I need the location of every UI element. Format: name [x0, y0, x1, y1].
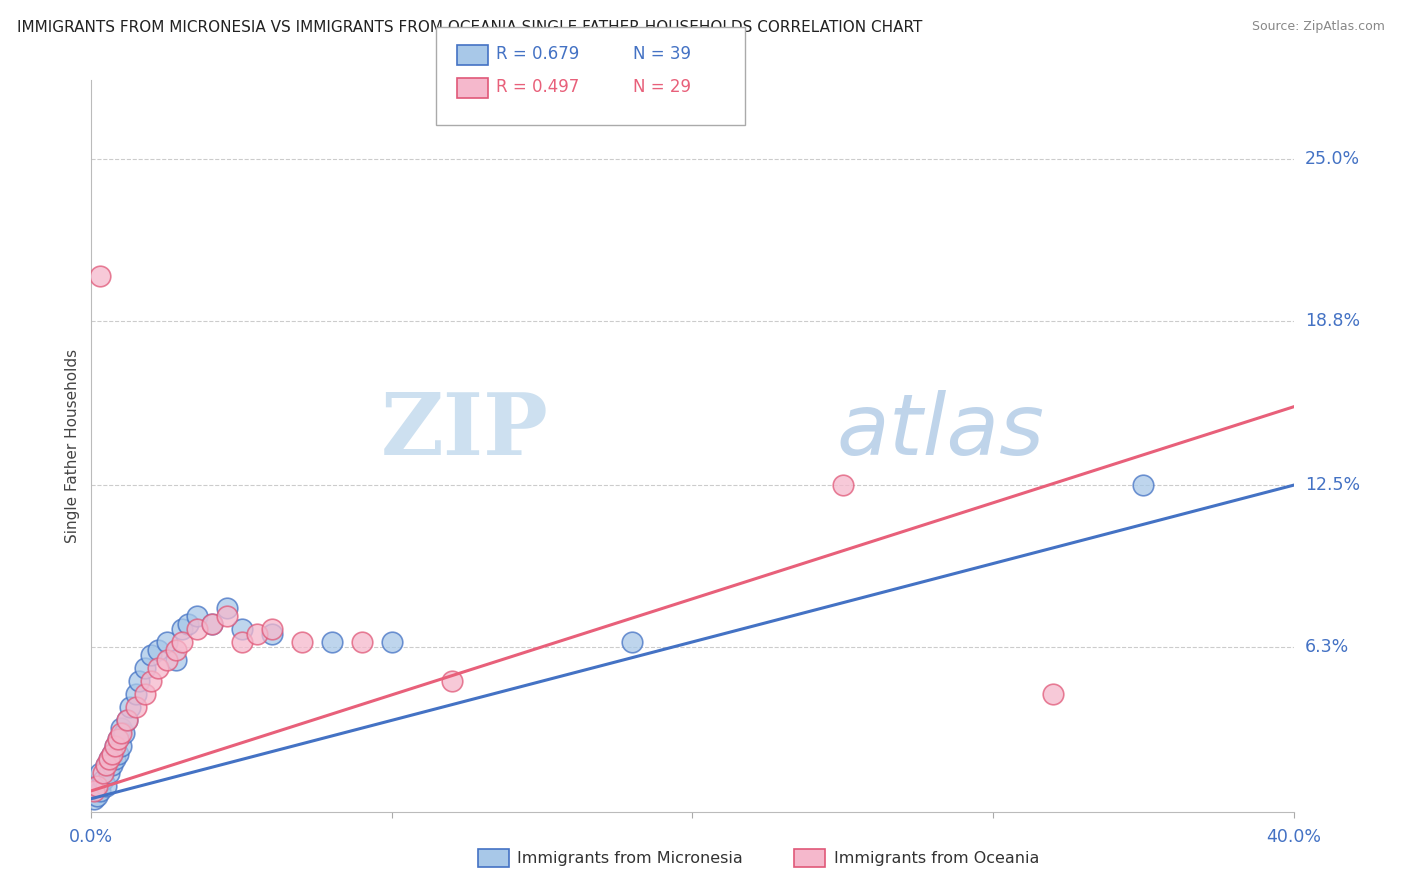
Point [98, 752, 121, 766]
Point [96, 757, 118, 772]
Point [96, 757, 118, 772]
Point [215, 601, 238, 615]
Point [117, 714, 139, 728]
Point [93, 765, 115, 780]
Point [104, 752, 127, 766]
Text: Immigrants from Micronesia: Immigrants from Micronesia [517, 851, 744, 865]
Text: atlas: atlas [837, 390, 1045, 473]
Point [146, 661, 169, 675]
Point [98, 752, 121, 766]
Text: R = 0.679: R = 0.679 [496, 45, 579, 63]
Point [291, 635, 314, 649]
Point [146, 642, 169, 657]
Text: 18.8%: 18.8% [1305, 311, 1360, 330]
Point [93, 773, 115, 788]
Point [1042, 687, 1064, 701]
Point [104, 739, 127, 754]
Point [110, 721, 132, 735]
Point [96, 779, 118, 793]
Point [186, 622, 208, 636]
Text: ZIP: ZIP [381, 390, 548, 474]
Point [170, 622, 193, 636]
Point [231, 635, 253, 649]
Text: N = 39: N = 39 [633, 45, 690, 63]
Point [110, 726, 132, 740]
Point [120, 700, 142, 714]
Point [141, 674, 163, 689]
Point [260, 622, 283, 636]
Point [101, 757, 124, 772]
Point [101, 747, 124, 762]
Text: 25.0%: 25.0% [1305, 150, 1360, 168]
Point [201, 616, 224, 631]
Point [125, 687, 148, 701]
Point [321, 635, 343, 649]
Point [381, 635, 404, 649]
Point [215, 608, 238, 623]
Point [176, 616, 198, 631]
Point [89, 269, 111, 284]
Point [128, 674, 150, 689]
Point [201, 616, 224, 631]
Point [155, 653, 177, 667]
Point [89, 765, 111, 780]
Point [86, 779, 108, 793]
Point [231, 622, 253, 636]
Point [165, 653, 187, 667]
Text: N = 29: N = 29 [633, 78, 690, 96]
Text: 40.0%: 40.0% [1265, 829, 1322, 847]
Point [117, 714, 139, 728]
Point [155, 635, 177, 649]
Point [260, 627, 283, 641]
Point [1132, 478, 1154, 492]
Point [440, 674, 463, 689]
Point [141, 648, 163, 662]
Point [165, 642, 187, 657]
Point [104, 739, 127, 754]
Point [110, 739, 132, 754]
Point [621, 635, 644, 649]
Point [125, 700, 148, 714]
Y-axis label: Single Father Households: Single Father Households [65, 349, 80, 543]
Point [831, 478, 853, 492]
Text: 6.3%: 6.3% [1305, 638, 1348, 657]
Text: IMMIGRANTS FROM MICRONESIA VS IMMIGRANTS FROM OCEANIA SINGLE FATHER HOUSEHOLDS C: IMMIGRANTS FROM MICRONESIA VS IMMIGRANTS… [17, 20, 922, 35]
Point [98, 765, 121, 780]
Point [114, 726, 136, 740]
Point [170, 635, 193, 649]
Point [86, 789, 108, 803]
Point [101, 747, 124, 762]
Point [107, 747, 129, 762]
Point [134, 687, 156, 701]
Point [86, 779, 108, 793]
Text: Source: ZipAtlas.com: Source: ZipAtlas.com [1251, 20, 1385, 33]
Point [246, 627, 269, 641]
Text: 12.5%: 12.5% [1305, 476, 1360, 494]
Point [186, 608, 208, 623]
Point [83, 791, 105, 805]
Point [134, 661, 156, 675]
Point [89, 784, 111, 798]
Point [350, 635, 373, 649]
Point [107, 731, 129, 746]
Point [83, 784, 105, 798]
Text: R = 0.497: R = 0.497 [496, 78, 579, 96]
Point [107, 731, 129, 746]
Text: Immigrants from Oceania: Immigrants from Oceania [834, 851, 1039, 865]
Text: 0.0%: 0.0% [69, 829, 114, 847]
